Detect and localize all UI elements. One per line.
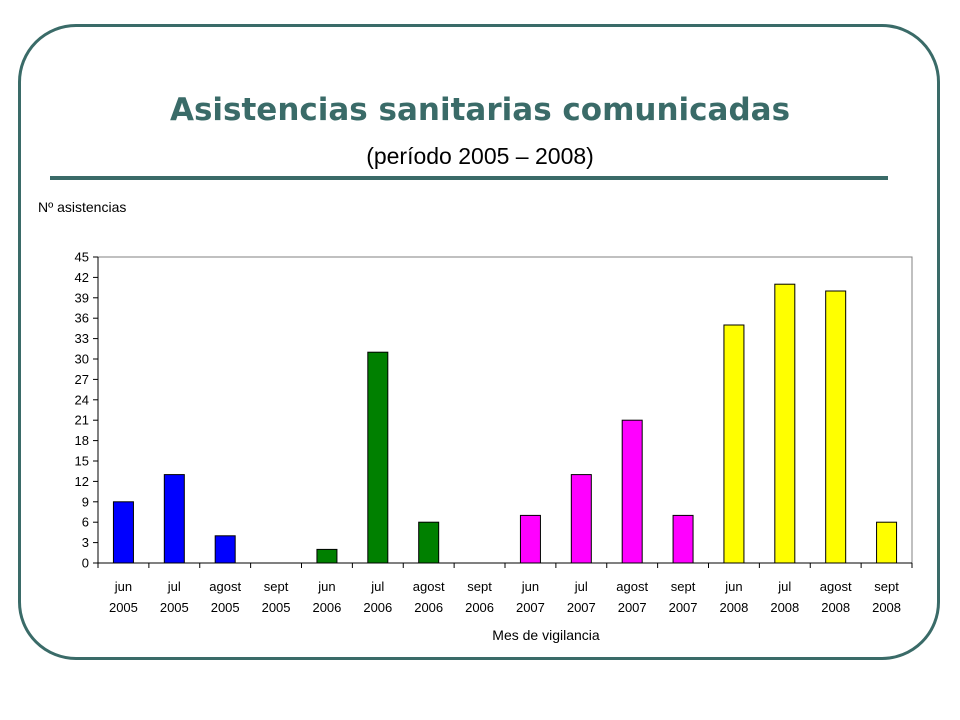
bar xyxy=(316,548,338,564)
x-tick-label-year: 2007 xyxy=(669,600,698,615)
bar xyxy=(621,419,643,564)
x-tick-label-year: 2007 xyxy=(618,600,647,615)
y-tick-label: 15 xyxy=(75,454,89,469)
y-tick-label: 6 xyxy=(82,515,89,530)
x-tick-label-year: 2005 xyxy=(109,600,138,615)
bar xyxy=(672,514,694,564)
y-tick-label: 24 xyxy=(75,392,89,407)
x-tick-label-year: 2006 xyxy=(465,600,494,615)
x-tick-label-year: 2008 xyxy=(719,600,748,615)
x-tick-label-month: jun xyxy=(521,579,539,594)
y-tick-label: 30 xyxy=(75,352,89,367)
x-tick-label-month: sept xyxy=(467,579,492,594)
y-axis-label: Nº asistencias xyxy=(38,199,127,215)
slide-subtitle: (período 2005 – 2008) xyxy=(366,143,594,169)
y-tick-label: 27 xyxy=(75,372,89,387)
slide-frame xyxy=(18,24,940,660)
x-tick-label-year: 2006 xyxy=(312,600,341,615)
bar xyxy=(774,283,796,564)
bar xyxy=(570,474,592,564)
x-tick-label-month: agost xyxy=(820,579,852,594)
x-tick-label-year: 2008 xyxy=(770,600,799,615)
bar xyxy=(418,521,440,564)
x-tick-label-year: 2006 xyxy=(363,600,392,615)
y-tick-label: 39 xyxy=(75,290,89,305)
x-axis-label: Mes de vigilancia xyxy=(492,627,600,643)
x-tick-label-month: sept xyxy=(671,579,696,594)
x-tick-label-year: 2007 xyxy=(516,600,545,615)
y-tick-label: 33 xyxy=(75,331,89,346)
x-tick-label-month: agost xyxy=(616,579,648,594)
bar xyxy=(723,324,745,564)
x-tick-label-year: 2007 xyxy=(567,600,596,615)
y-tick-label: 9 xyxy=(82,494,89,509)
bar xyxy=(112,501,134,564)
bar xyxy=(163,474,185,564)
y-tick-label: 12 xyxy=(75,474,89,489)
x-tick-label-month: jun xyxy=(724,579,742,594)
y-tick-label: 3 xyxy=(82,535,89,550)
x-tick-label-month: jun xyxy=(114,579,132,594)
x-tick-label-year: 2006 xyxy=(414,600,443,615)
x-tick-label-month: jul xyxy=(574,579,588,594)
x-tick-label-month: jul xyxy=(370,579,384,594)
y-tick-label: 18 xyxy=(75,433,89,448)
x-tick-label-month: jul xyxy=(167,579,181,594)
x-tick-label-year: 2008 xyxy=(821,600,850,615)
x-tick-label-month: agost xyxy=(413,579,445,594)
y-tick-label: 42 xyxy=(75,270,89,285)
x-tick-label-year: 2005 xyxy=(211,600,240,615)
bar xyxy=(825,290,847,564)
y-tick-label: 21 xyxy=(75,413,89,428)
x-tick-label-month: agost xyxy=(209,579,241,594)
y-tick-label: 36 xyxy=(75,311,89,326)
slide-title: Asistencias sanitarias comunicadas xyxy=(169,92,791,128)
x-tick-label-month: sept xyxy=(264,579,289,594)
x-tick-label-month: jul xyxy=(777,579,791,594)
y-tick-label: 0 xyxy=(82,556,89,571)
title-divider xyxy=(50,176,888,180)
bar xyxy=(519,514,541,564)
bar xyxy=(876,521,898,564)
y-tick-label: 45 xyxy=(75,250,89,265)
x-tick-label-month: jun xyxy=(317,579,335,594)
x-tick-label-month: sept xyxy=(874,579,899,594)
x-tick-label-year: 2005 xyxy=(262,600,291,615)
x-tick-label-year: 2005 xyxy=(160,600,189,615)
bar xyxy=(367,351,389,564)
bar xyxy=(214,535,236,564)
x-tick-label-year: 2008 xyxy=(872,600,901,615)
